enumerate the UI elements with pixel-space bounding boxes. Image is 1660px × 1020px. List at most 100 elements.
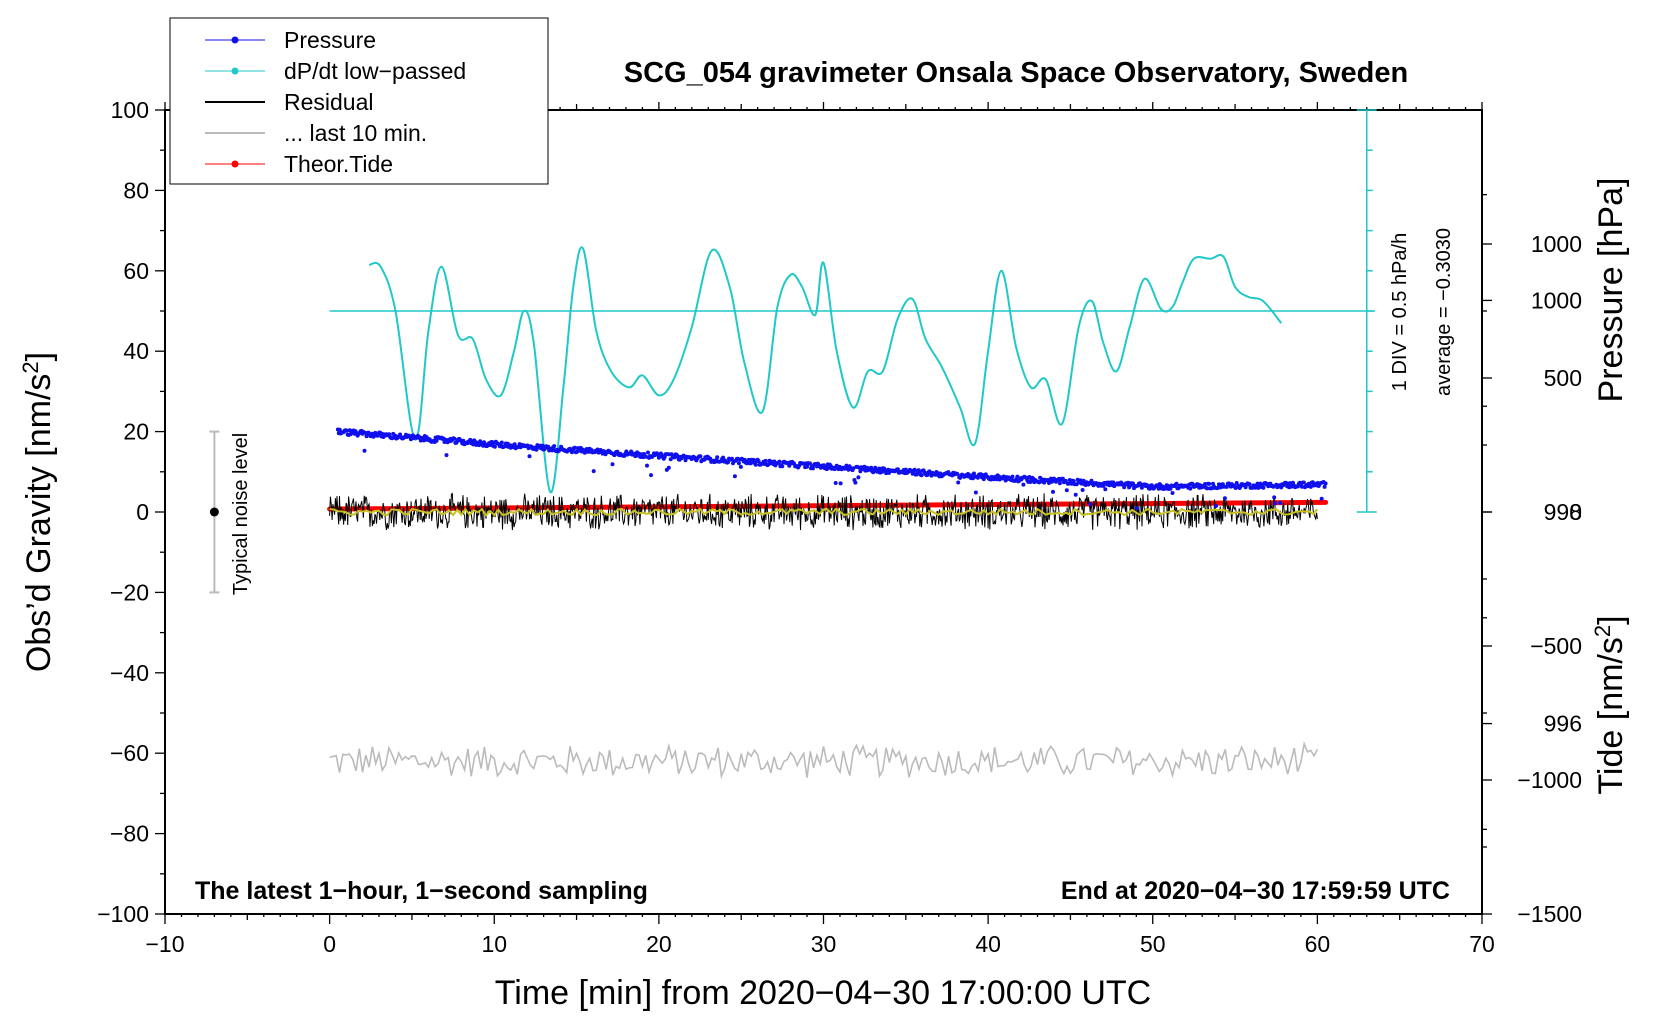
x-tick-label: 30 [811, 931, 837, 957]
pressure-point [512, 442, 517, 447]
noise-level-label: Typical noise level [230, 433, 252, 595]
x-tick-label: 70 [1469, 931, 1495, 957]
pressure-point [1222, 496, 1227, 501]
pressure-point [975, 475, 980, 480]
pressure-point [552, 444, 557, 449]
pressure-point [956, 480, 961, 485]
y-tick-label: 60 [123, 258, 149, 284]
y-tick-label: −100 [97, 901, 149, 927]
legend-marker-pressure [231, 36, 239, 44]
x-tick-label: 10 [481, 931, 507, 957]
pressure-point [610, 462, 615, 467]
y-tick-label: −20 [110, 579, 149, 605]
pressure-point [1156, 486, 1161, 491]
pressure-point [777, 459, 782, 464]
pressure-point [756, 459, 761, 464]
pressure-point [895, 467, 900, 472]
pressure-point [527, 454, 532, 459]
axis-ticks: −10 0 10 20 30 40 50 60 70100806040200−20−40−60−… [97, 97, 1582, 957]
pressure-point [972, 471, 976, 476]
pressure-point [444, 453, 449, 458]
pressure-point [492, 444, 497, 449]
legend-label-dpdt: dP/dt low−passed [284, 58, 466, 84]
x-tick-label: 0 [323, 931, 336, 957]
pressure-point [1247, 482, 1252, 487]
legend: Pressure dP/dt low−passed Residual ... l… [169, 17, 549, 185]
pressure-point [1060, 476, 1065, 481]
pressure-point [1170, 491, 1175, 495]
pressure-point [736, 461, 741, 466]
pressure-point [955, 471, 960, 476]
pressure-point [434, 438, 439, 443]
series-residual-smoothed [329, 507, 1319, 517]
pressure-point [499, 440, 504, 445]
x-tick-label: −10 [145, 931, 184, 957]
pressure-point [1323, 481, 1328, 486]
div-label: 1 DIV = 0.5 hPa/h [1389, 233, 1411, 391]
tide-tick-label: 1000 [1531, 231, 1582, 257]
series-layer [209, 109, 1377, 780]
pressure-point [1073, 492, 1078, 497]
y-tick-label: −60 [110, 740, 149, 766]
y-tick-label: 0 [136, 499, 149, 525]
pressure-tick-label: 1000 [1531, 287, 1582, 313]
pressure-point [362, 448, 367, 453]
pressure-point [838, 481, 843, 486]
pressure-point [1051, 489, 1055, 494]
pressure-point [1103, 487, 1108, 492]
legend-marker-tide [231, 160, 239, 168]
pressure-point [732, 474, 737, 479]
pressure-point [1049, 476, 1053, 481]
pressure-point [1234, 481, 1239, 485]
pressure-point [1168, 486, 1173, 491]
pressure-point [808, 461, 812, 466]
pressure-point [649, 473, 653, 478]
legend-item-pressure: Pressure [205, 27, 376, 53]
noise-bar-center [209, 507, 219, 517]
pressure-point [721, 455, 726, 460]
pressure-point [1322, 484, 1327, 489]
legend-item-dpdt: dP/dt low−passed [205, 58, 466, 84]
pressure-point [1134, 506, 1139, 511]
pressure-point [981, 477, 986, 482]
average-label: average = −0.3030 [1433, 228, 1455, 396]
pressure-point [832, 467, 837, 472]
pressure-point [1010, 474, 1015, 479]
pressure-point [753, 462, 758, 467]
pressure-point [1272, 495, 1277, 500]
pressure-point [853, 480, 858, 485]
pressure-point [668, 457, 673, 462]
pressure-point [1088, 502, 1093, 507]
pressure-point [1163, 486, 1168, 491]
pressure-point [1207, 481, 1212, 486]
pressure-point [869, 465, 874, 470]
pressure-point [337, 427, 342, 432]
pressure-point [780, 464, 785, 469]
legend-label-pressure: Pressure [284, 27, 376, 53]
pressure-point [1064, 488, 1069, 493]
pressure-point [646, 450, 650, 455]
tide-tick-label: −1000 [1517, 767, 1582, 793]
tide-tick-label: 0 [1569, 499, 1582, 525]
pressure-point [919, 473, 924, 478]
pressure-point [1174, 481, 1179, 486]
x-tick-label: 60 [1305, 931, 1331, 957]
pressure-point [572, 445, 577, 450]
tide-tick-label: −500 [1530, 633, 1582, 659]
pressure-point [1063, 478, 1068, 483]
pressure-point [914, 472, 919, 477]
pressure-point [550, 448, 555, 453]
pressure-point [1021, 482, 1026, 487]
series-dpdt-line [368, 246, 1282, 494]
y-tick-label: 100 [111, 97, 149, 123]
legend-item-last10: ... last 10 min. [205, 120, 427, 146]
pressure-point [1224, 484, 1229, 489]
legend-label-residual: Residual [284, 89, 374, 115]
pressure-point [1089, 478, 1094, 483]
pressure-point [763, 458, 768, 463]
pressure-point [1071, 479, 1076, 484]
x-axis-label: Time [min] from 2020−04−30 17:00:00 UTC [495, 974, 1151, 1012]
series-pressure [335, 427, 1328, 511]
pressure-point [811, 466, 815, 471]
series-last10-line [329, 740, 1319, 780]
